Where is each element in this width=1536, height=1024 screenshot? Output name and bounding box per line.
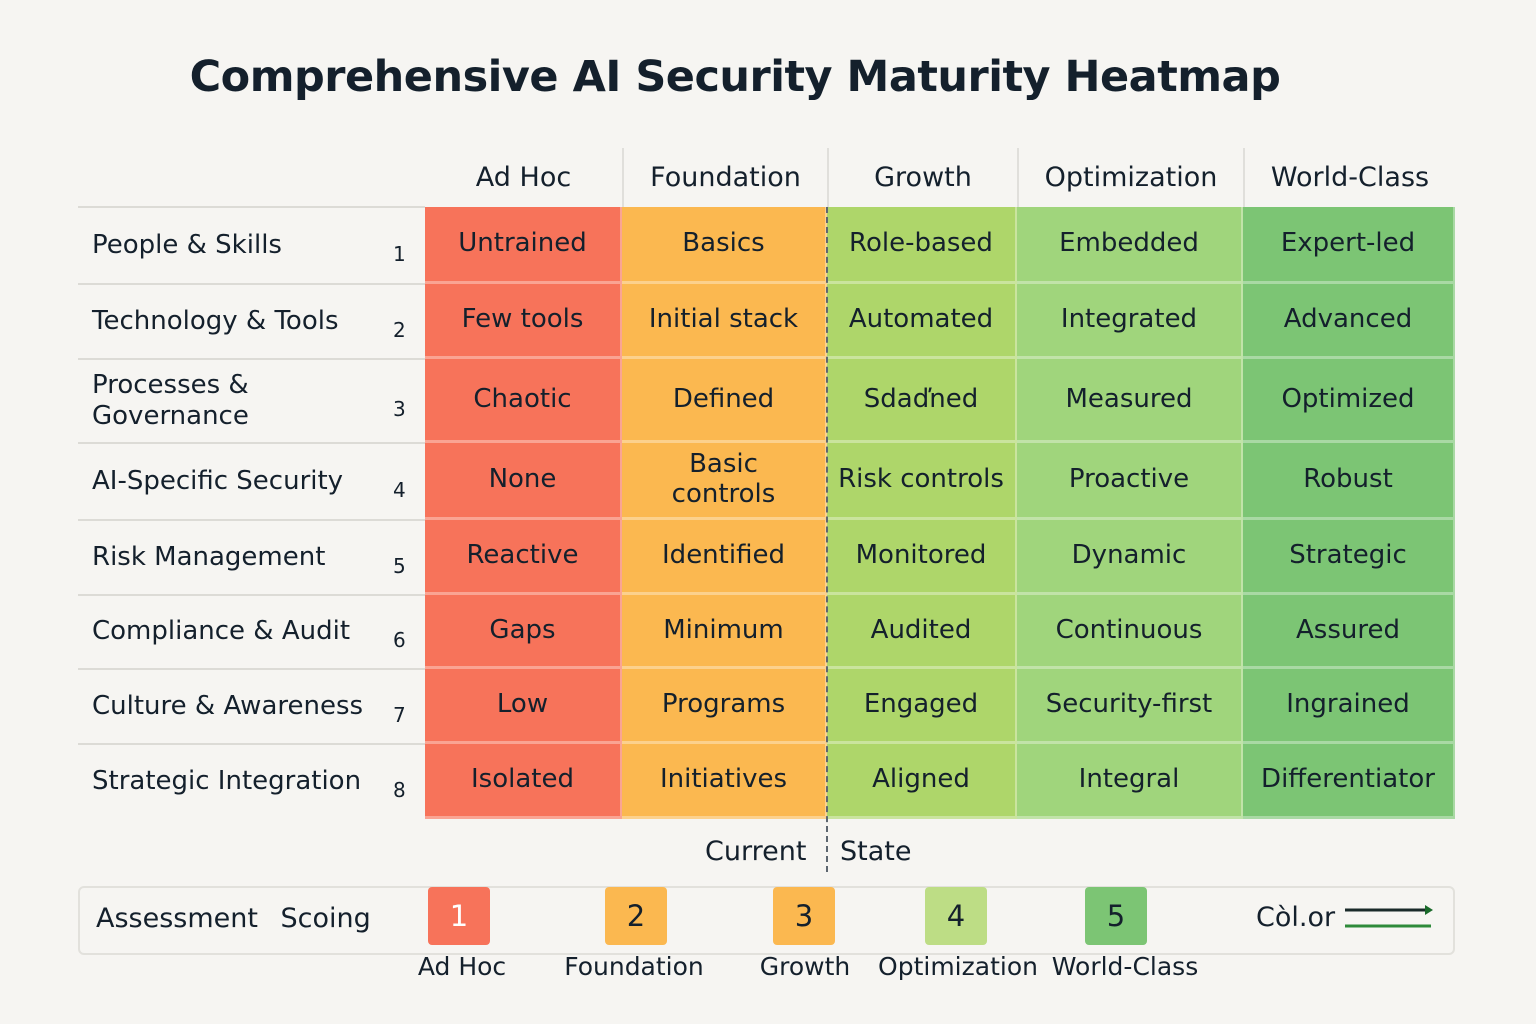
heatmap-cell: Continuous [1017, 595, 1243, 669]
heatmap-cell: Basic controls [622, 443, 827, 520]
row-label: Strategic Integration [92, 765, 362, 796]
row-label: People & Skills [92, 229, 282, 260]
row-label: Technology & Tools [92, 305, 339, 336]
column-header: Ad Hoc [475, 162, 572, 193]
heatmap-cell: Untrained [425, 207, 622, 284]
heatmap-cell: Automated [827, 284, 1017, 359]
state-label: State [840, 836, 912, 867]
legend-swatch: 3 [773, 887, 835, 945]
row-number: 5 [393, 553, 406, 578]
heatmap-cell: Expert-led [1243, 207, 1455, 284]
legend-swatch: 2 [605, 887, 667, 945]
legend-box [78, 886, 1455, 955]
row-divider [78, 594, 425, 596]
legend-label: World-Class [1051, 952, 1199, 981]
heatmap-cell: Security-first [1017, 669, 1243, 744]
heatmap-cell: Engaged [827, 669, 1017, 744]
legend-label: Optimization [878, 952, 1038, 981]
current-state-divider [826, 207, 828, 872]
row-divider [78, 519, 425, 521]
row-label: Culture & Awareness [92, 690, 364, 721]
row-label: Risk Management [92, 541, 326, 572]
row-number: 4 [393, 477, 406, 502]
heatmap-cell: Initial stack [622, 284, 827, 359]
heatmap-cell: Gaps [425, 595, 622, 669]
heatmap-cell: Role-based [827, 207, 1017, 284]
row-number: 7 [393, 702, 406, 727]
column-header: Growth [827, 148, 1017, 207]
heatmap-cell: Embedded [1017, 207, 1243, 284]
chart-title: Comprehensive AI Security Maturity Heatm… [189, 52, 1281, 102]
heatmap-cell: Strategic [1243, 520, 1455, 595]
color-label: Còl.or [1256, 902, 1336, 933]
heatmap-cell: Aligned [827, 744, 1017, 819]
heatmap-cell: Measured [1017, 359, 1243, 443]
heatmap-cell: Low [425, 669, 622, 744]
current-label: Current [705, 836, 807, 867]
heatmap-cell: Chaotic [425, 359, 622, 443]
legend-swatch: 4 [925, 887, 987, 945]
legend-label: Growth [759, 952, 851, 981]
heatmap-cell: Audited [827, 595, 1017, 669]
column-header: World-Class [1243, 148, 1455, 207]
row-number: 2 [393, 317, 406, 342]
heatmap-cell: Defined [622, 359, 827, 443]
row-divider [78, 442, 425, 444]
heatmap-cell: Basics [622, 207, 827, 284]
heatmap-cell: None [425, 443, 622, 520]
row-divider [78, 743, 425, 745]
row-number: 8 [393, 777, 406, 802]
row-divider [78, 358, 425, 360]
heatmap-cell: Identified [622, 520, 827, 595]
heatmap-cell: Isolated [425, 744, 622, 819]
heatmap-cell: Risk controls [827, 443, 1017, 520]
heatmap-cell: Few tools [425, 284, 622, 359]
legend-swatch: 5 [1085, 887, 1147, 945]
heatmap-cell: Ingrained [1243, 669, 1455, 744]
legend-title: Assessment Scoing [96, 903, 371, 934]
heatmap-cell: Proactive [1017, 443, 1243, 520]
row-label: Compliance & Audit [92, 616, 351, 647]
heatmap-cell: Dynamic [1017, 520, 1243, 595]
column-header: Foundation [622, 148, 827, 207]
row-label: Processes & Governance [92, 369, 249, 431]
row-number: 3 [393, 397, 406, 421]
heatmap-cell: Sdaďned [827, 359, 1017, 443]
heatmap-cell: Integral [1017, 744, 1243, 819]
legend-swatch: 1 [428, 887, 490, 945]
row-number: 6 [393, 628, 406, 652]
row-divider [78, 206, 425, 208]
heatmap-cell: Monitored [827, 520, 1017, 595]
arrow-icon [1345, 905, 1433, 928]
heatmap-cell: Advanced [1243, 284, 1455, 359]
heatmap-cell: Minimum [622, 595, 827, 669]
row-divider [78, 668, 425, 670]
heatmap-cell: Assured [1243, 595, 1455, 669]
column-header: Optimization [1017, 148, 1243, 207]
row-number: 1 [393, 241, 406, 266]
heatmap-cell: Integrated [1017, 284, 1243, 359]
heatmap-cell: Optimized [1243, 359, 1455, 443]
legend-label: Ad Hoc [417, 952, 507, 981]
legend-label: Foundation [564, 952, 704, 981]
heatmap-cell: Reactive [425, 520, 622, 595]
heatmap-cell: Differentiator [1243, 744, 1455, 819]
row-label: AI-Specific Security [92, 465, 344, 496]
heatmap-cell: Programs [622, 669, 827, 744]
heatmap-cell: Robust [1243, 443, 1455, 520]
row-divider [78, 283, 425, 285]
heatmap-cell: Initiatives [622, 744, 827, 819]
